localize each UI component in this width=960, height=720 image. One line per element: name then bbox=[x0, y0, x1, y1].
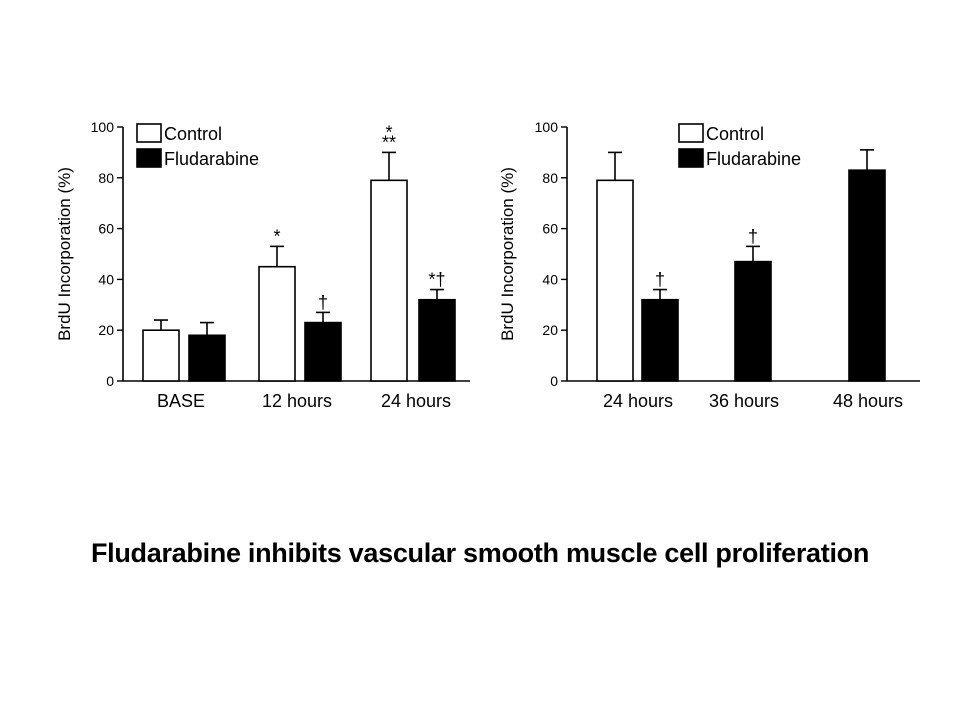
legend-label-fludarabine: Fludarabine bbox=[706, 149, 801, 169]
x-tick-label: BASE bbox=[157, 391, 205, 411]
y-tick-label: 20 bbox=[542, 322, 558, 338]
y-tick-label: 60 bbox=[542, 221, 558, 237]
x-tick-label: 12 hours bbox=[262, 391, 332, 411]
y-tick-label: 80 bbox=[98, 170, 114, 186]
significance-marker: ** bbox=[382, 132, 396, 152]
y-tick-label: 40 bbox=[542, 271, 558, 287]
significance-marker: † bbox=[748, 226, 758, 246]
legend-label-fludarabine: Fludarabine bbox=[164, 149, 259, 169]
x-tick-label: 24 hours bbox=[603, 391, 673, 411]
bar-control bbox=[370, 179, 408, 382]
legend-label-control: Control bbox=[706, 124, 764, 144]
x-tick-label: 36 hours bbox=[709, 391, 779, 411]
significance-marker: † bbox=[655, 270, 665, 290]
y-tick-label: 60 bbox=[98, 221, 114, 237]
y-tick-label: 0 bbox=[550, 373, 558, 389]
bar-fludarabine bbox=[418, 298, 456, 382]
bar-control bbox=[142, 329, 180, 382]
bar-fludarabine bbox=[641, 298, 679, 382]
significance-marker: * bbox=[273, 226, 280, 246]
y-tick-label: 80 bbox=[542, 170, 558, 186]
y-axis-label: BrdU Incorporation (%) bbox=[55, 167, 74, 341]
legend-swatch-fludarabine bbox=[136, 148, 162, 168]
figure-caption: Fludarabine inhibits vascular smooth mus… bbox=[90, 538, 870, 568]
bar-fludarabine bbox=[304, 321, 342, 382]
legend-swatch-control bbox=[678, 123, 704, 143]
bar-control bbox=[258, 265, 296, 382]
y-tick-label: 100 bbox=[91, 119, 115, 135]
legend-label-control: Control bbox=[164, 124, 222, 144]
y-tick-label: 100 bbox=[535, 119, 559, 135]
y-tick-label: 0 bbox=[106, 373, 114, 389]
significance-marker: † bbox=[318, 292, 328, 312]
y-axis-label: BrdU Incorporation (%) bbox=[498, 167, 517, 341]
y-tick-label: 40 bbox=[98, 271, 114, 287]
legend-swatch-control bbox=[136, 123, 162, 143]
bar-control bbox=[596, 179, 634, 382]
legend-swatch-fludarabine bbox=[678, 148, 704, 168]
bar-fludarabine bbox=[734, 260, 772, 382]
bar-fludarabine bbox=[188, 334, 226, 382]
x-tick-label: 48 hours bbox=[833, 391, 903, 411]
bar-fludarabine bbox=[848, 169, 886, 382]
chart-right: 0 20 40 60 80 100 BrdU Incorporation (%) † 24 ho… bbox=[498, 119, 920, 411]
significance-marker: * bbox=[385, 122, 392, 142]
significance-marker: *† bbox=[428, 270, 445, 290]
x-tick-label: 24 hours bbox=[381, 391, 451, 411]
y-tick-label: 20 bbox=[98, 322, 114, 338]
